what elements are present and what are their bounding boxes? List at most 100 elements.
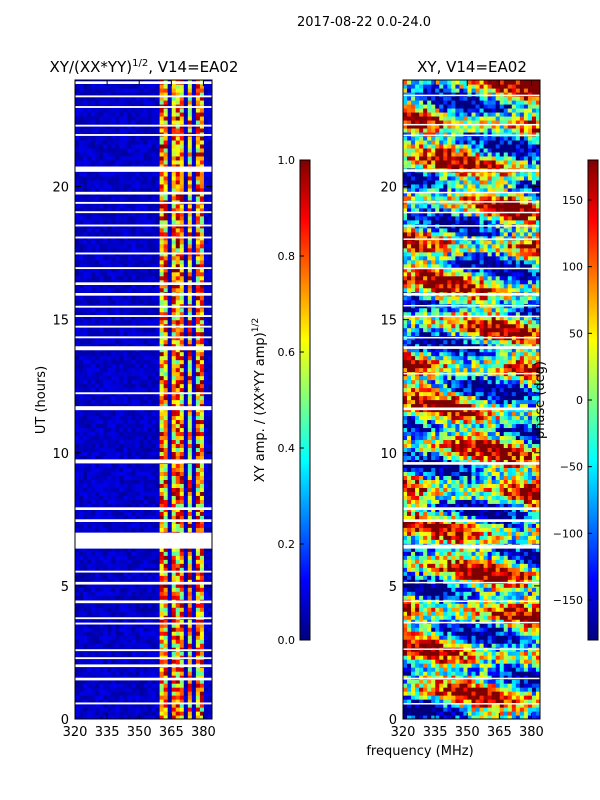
heatmap-cell	[203, 495, 209, 500]
heatmap-cell	[91, 491, 96, 496]
heatmap-cell	[75, 571, 80, 576]
heatmap-cell	[115, 387, 120, 393]
heatmap-cell	[119, 623, 124, 628]
heatmap-cell	[115, 695, 120, 700]
heatmap-cell	[155, 483, 161, 488]
heatmap-cell	[87, 403, 92, 409]
heatmap-cell	[195, 163, 201, 169]
heatmap-cell	[203, 411, 209, 417]
heatmap-cell	[135, 571, 141, 576]
heatmap-cell	[143, 679, 149, 684]
heatmap-cell	[75, 215, 80, 221]
heatmap-cell	[171, 423, 177, 429]
heatmap-cell	[91, 155, 96, 161]
heatmap-cell	[187, 351, 193, 357]
heatmap-cell	[83, 339, 88, 345]
heatmap-cell	[151, 547, 157, 552]
heatmap-cell	[123, 499, 128, 504]
heatmap-cell	[155, 135, 161, 141]
heatmap-cell	[183, 451, 189, 457]
heatmap-cell	[95, 483, 100, 488]
heatmap-cell	[171, 283, 177, 289]
heatmap-cell	[111, 667, 116, 672]
heatmap-cell	[115, 339, 120, 345]
heatmap-cell	[155, 707, 161, 712]
heatmap-cell	[127, 363, 133, 369]
heatmap-cell	[163, 455, 169, 460]
heatmap-cell	[171, 575, 177, 580]
heatmap-cell	[203, 267, 209, 273]
heatmap-cell	[131, 691, 137, 696]
heatmap-cell	[167, 687, 173, 692]
heatmap-cell	[179, 155, 185, 161]
heatmap-cell	[119, 611, 124, 616]
heatmap-cell	[79, 159, 84, 165]
heatmap-cell	[111, 275, 116, 281]
heatmap-cell	[163, 475, 169, 480]
heatmap-cell	[83, 715, 88, 719]
heatmap-cell	[147, 203, 153, 209]
heatmap-cell	[131, 427, 137, 433]
heatmap-cell	[131, 367, 137, 373]
heatmap-cell	[183, 295, 189, 301]
heatmap-cell	[151, 571, 157, 576]
heatmap-cell	[143, 551, 149, 556]
heatmap-cell	[83, 475, 88, 480]
heatmap-cell	[179, 375, 185, 381]
heatmap-cell	[151, 195, 157, 201]
heatmap-cell	[167, 351, 173, 357]
heatmap-cell	[171, 495, 177, 500]
heatmap-cell	[99, 267, 104, 273]
heatmap-cell	[143, 343, 149, 349]
heatmap-cell	[187, 643, 193, 648]
heatmap-cell	[95, 475, 100, 480]
heatmap-cell	[155, 479, 161, 484]
heatmap-cell	[195, 627, 201, 632]
heatmap-cell	[167, 683, 173, 688]
heatmap-cell	[207, 703, 212, 708]
heatmap-cell	[135, 467, 141, 472]
heatmap-cell	[163, 315, 169, 321]
heatmap-cell	[195, 555, 201, 560]
heatmap-cell	[195, 151, 201, 157]
heatmap-cell	[123, 319, 128, 325]
heatmap-cell	[155, 683, 161, 688]
heatmap-cell	[99, 343, 104, 349]
heatmap-cell	[119, 451, 124, 457]
heatmap-cell	[111, 331, 116, 337]
heatmap-cell	[95, 207, 100, 213]
heatmap-cell	[195, 135, 201, 141]
heatmap-cell	[175, 359, 181, 365]
heatmap-cell	[91, 579, 96, 584]
heatmap-cell	[131, 511, 137, 516]
heatmap-cell	[187, 587, 193, 592]
heatmap-cell	[163, 595, 169, 600]
heatmap-cell	[175, 463, 181, 468]
heatmap-cell	[155, 415, 161, 421]
heatmap-cell	[83, 699, 88, 704]
heatmap-cell	[155, 155, 161, 161]
heatmap-cell	[187, 467, 193, 472]
heatmap-cell	[91, 699, 96, 704]
heatmap-cell	[183, 343, 189, 349]
heatmap-cell	[115, 603, 120, 608]
heatmap-cell	[175, 151, 181, 157]
heatmap-cell	[179, 623, 185, 628]
heatmap-cell	[91, 395, 96, 401]
heatmap-cell	[131, 267, 137, 273]
heatmap-cell	[147, 175, 153, 181]
heatmap-cell	[87, 551, 92, 556]
heatmap-cell	[99, 215, 104, 221]
heatmap-cell	[203, 567, 209, 572]
heatmap-cell	[191, 163, 197, 169]
heatmap-cell	[199, 299, 205, 305]
heatmap-cell	[99, 639, 104, 644]
heatmap-cell	[127, 171, 133, 177]
heatmap-cell	[191, 351, 197, 357]
heatmap-cell	[143, 419, 149, 425]
heatmap-cell	[91, 683, 96, 688]
heatmap-cell	[175, 135, 181, 141]
heatmap-cell	[123, 619, 128, 624]
heatmap-cell	[151, 299, 157, 305]
heatmap-cell	[167, 147, 173, 153]
